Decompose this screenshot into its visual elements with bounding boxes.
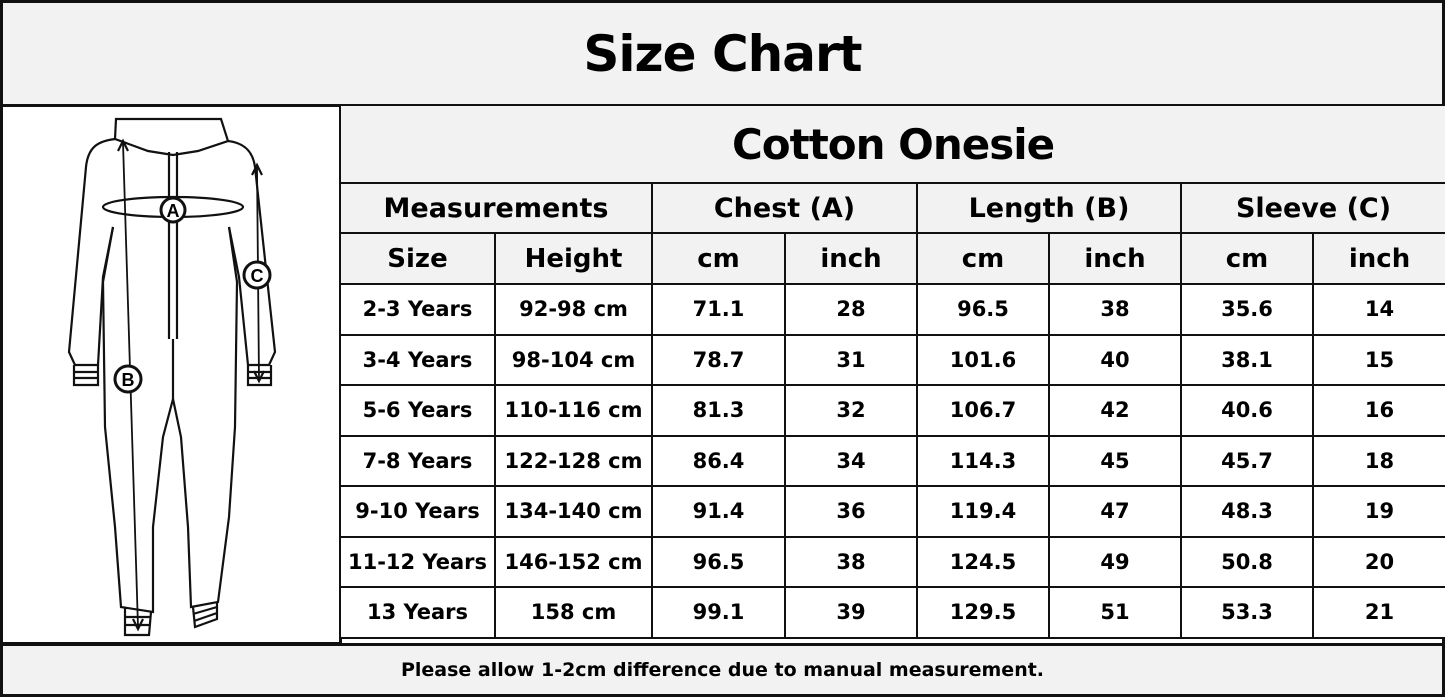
column-header: Height [494, 232, 653, 285]
table-cell: 14 [1311, 283, 1445, 336]
table-row: 13 Years 158 cm 99.1 39 129.5 51 53.3 21 [339, 586, 1445, 639]
table-cell: 5-6 Years [339, 384, 496, 437]
table-cell: 51 [1048, 586, 1182, 639]
table-cell: 13 Years [339, 586, 496, 639]
svg-text:A: A [167, 201, 180, 221]
size-table: Cotton Onesie Measurements Chest (A) Len… [338, 104, 1445, 639]
table-cell: 114.3 [916, 434, 1050, 487]
table-row: 5-6 Years 110-116 cm 81.3 32 106.7 42 40.6 16 [339, 384, 1445, 437]
table-cell: 34 [784, 434, 918, 487]
label-a-marker: A [159, 196, 187, 224]
label-b-marker: B [113, 364, 143, 394]
table-cell: 81.3 [651, 384, 786, 437]
table-cell: 3-4 Years [339, 333, 496, 386]
label-c-marker: C [242, 260, 272, 290]
svg-text:B: B [122, 370, 135, 390]
table-cell: 19 [1311, 485, 1445, 538]
table-cell: 2-3 Years [339, 283, 496, 336]
page-title: Size Chart [0, 0, 1445, 107]
column-header: inch [1048, 232, 1182, 285]
table-cell: 40 [1048, 333, 1182, 386]
table-cell: 7-8 Years [339, 434, 496, 487]
table-cell: 39 [784, 586, 918, 639]
table-cell: 45 [1048, 434, 1182, 487]
column-header: cm [1180, 232, 1314, 285]
table-cell: 50.8 [1180, 535, 1314, 588]
table-cell: 45.7 [1180, 434, 1314, 487]
table-cell: 18 [1311, 434, 1445, 487]
group-header-measurements: Measurements [339, 182, 653, 234]
table-cell: 15 [1311, 333, 1445, 386]
table-cell: 49 [1048, 535, 1182, 588]
table-cell: 16 [1311, 384, 1445, 437]
table-cell: 92-98 cm [494, 283, 653, 336]
table-cell: 110-116 cm [494, 384, 653, 437]
group-header-sleeve: Sleeve (C) [1179, 182, 1445, 234]
column-header: inch [1311, 232, 1445, 285]
table-cell: 122-128 cm [494, 434, 653, 487]
table-cell: 134-140 cm [494, 485, 653, 538]
table-cell: 32 [784, 384, 918, 437]
table-cell: 38 [1048, 283, 1182, 336]
footer-note: Please allow 1-2cm difference due to man… [0, 643, 1445, 697]
table-cell: 91.4 [651, 485, 786, 538]
table-cell: 38 [784, 535, 918, 588]
table-cell: 53.3 [1180, 586, 1314, 639]
table-cell: 119.4 [916, 485, 1050, 538]
table-cell: 20 [1311, 535, 1445, 588]
svg-text:C: C [251, 266, 264, 286]
onesie-illustration: A B C [0, 104, 342, 645]
product-title: Cotton Onesie [338, 104, 1445, 184]
table-cell: 47 [1048, 485, 1182, 538]
table-cell: 99.1 [651, 586, 786, 639]
table-cell: 28 [784, 283, 918, 336]
table-cell: 129.5 [916, 586, 1050, 639]
table-row: 7-8 Years 122-128 cm 86.4 34 114.3 45 45.7 18 [339, 434, 1445, 487]
column-header: cm [916, 232, 1050, 285]
table-cell: 21 [1311, 586, 1445, 639]
table-cell: 86.4 [651, 434, 786, 487]
table-cell: 96.5 [651, 535, 786, 588]
table-cell: 48.3 [1180, 485, 1314, 538]
table-cell: 71.1 [651, 283, 786, 336]
group-header-length: Length (B) [916, 182, 1182, 234]
table-cell: 40.6 [1180, 384, 1314, 437]
table-cell: 11-12 Years [339, 535, 496, 588]
table-cell: 101.6 [916, 333, 1050, 386]
table-cell: 36 [784, 485, 918, 538]
table-row: 9-10 Years 134-140 cm 91.4 36 119.4 47 48.3 19 [339, 485, 1445, 538]
column-header: inch [784, 232, 918, 285]
table-cell: 124.5 [916, 535, 1050, 588]
group-header-chest: Chest (A) [651, 182, 918, 234]
table-cell: 9-10 Years [339, 485, 496, 538]
table-row: 11-12 Years 146-152 cm 96.5 38 124.5 49 50.8 20 [339, 535, 1445, 588]
table-cell: 78.7 [651, 333, 786, 386]
table-cell: 158 cm [494, 586, 653, 639]
table-cell: 35.6 [1180, 283, 1314, 336]
table-cell: 106.7 [916, 384, 1050, 437]
table-cell: 98-104 cm [494, 333, 653, 386]
table-row: 3-4 Years 98-104 cm 78.7 31 101.6 40 38.1 15 [339, 333, 1445, 386]
table-cell: 38.1 [1180, 333, 1314, 386]
column-header: Size [339, 232, 496, 285]
table-cell: 96.5 [916, 283, 1050, 336]
table-cell: 42 [1048, 384, 1182, 437]
table-cell: 146-152 cm [494, 535, 653, 588]
table-cell: 31 [784, 333, 918, 386]
table-row: 2-3 Years 92-98 cm 71.1 28 96.5 38 35.6 14 [339, 283, 1445, 336]
column-header: cm [651, 232, 786, 285]
